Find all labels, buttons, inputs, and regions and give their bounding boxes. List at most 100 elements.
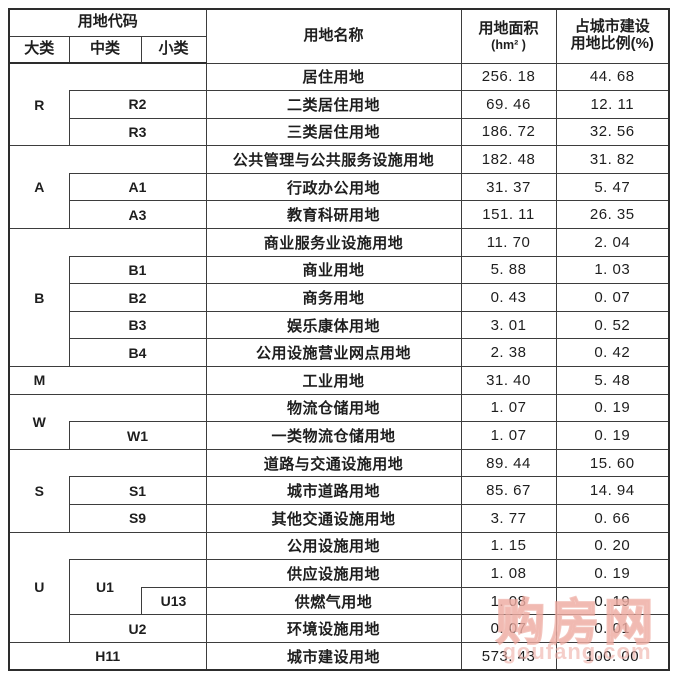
name-cell: 公用设施营业网点用地 [205, 338, 462, 368]
table-row: U2 环境设施用地 0. 07 0. 01 [9, 614, 670, 643]
code-cell: S9 [68, 504, 207, 533]
table-row: B 商业服务业设施用地 11. 70 2. 04 [8, 228, 670, 368]
major-class-cell: W [8, 393, 69, 450]
table-row: B1 商业用地 5. 88 1. 03 [9, 255, 670, 285]
table-row: B4 公用设施营业网点用地 2. 38 0. 42 [9, 338, 670, 368]
code-cell: R2 [68, 90, 207, 119]
name-cell: 行政办公用地 [205, 172, 462, 202]
table-row: R2 二类居住用地 69. 46 12. 11 [9, 90, 670, 119]
area-cell: 1. 15 [460, 531, 557, 561]
pct-cell: 0. 01 [555, 614, 670, 643]
area-cell: 186. 72 [460, 117, 557, 147]
area-cell: 0. 07 [460, 614, 557, 643]
area-cell: 89. 44 [460, 448, 557, 478]
name-cell: 供应设施用地 [205, 559, 462, 588]
pct-cell: 2. 04 [555, 228, 670, 257]
name-cell: 城市建设用地 [205, 641, 462, 671]
table-row: A 公共管理与公共服务设施用地 182. 48 31. 82 [8, 145, 670, 230]
name-cell: 居住用地 [205, 62, 462, 92]
header-area: 用地面积 (hm² ) [460, 8, 557, 64]
area-cell: 1. 08 [460, 586, 557, 616]
header-minor-class: 小类 [140, 35, 207, 64]
code-cell-empty [69, 393, 207, 423]
area-cell: 69. 46 [460, 90, 557, 119]
name-cell: 娱乐康体用地 [205, 310, 462, 340]
name-cell: 公用设施用地 [205, 531, 462, 561]
pct-cell: 15. 60 [555, 448, 670, 478]
pct-cell: 32. 56 [555, 117, 670, 147]
area-cell: 3. 01 [460, 310, 557, 340]
area-cell: 1. 07 [460, 421, 557, 450]
major-class-cell: S [8, 448, 69, 533]
code-cell: U1 [68, 559, 141, 616]
pct-cell: 0. 52 [555, 310, 670, 340]
code-cell: S1 [68, 476, 207, 505]
header-code-group: 用地代码 [8, 8, 207, 37]
area-cell: 85. 67 [460, 476, 557, 505]
major-class-cell: U [8, 531, 69, 643]
table-row: R3 三类居住用地 186. 72 32. 56 [9, 117, 670, 147]
area-cell: 31. 37 [460, 172, 557, 202]
pct-cell: 5. 47 [555, 172, 670, 202]
major-class-cell: R [8, 62, 69, 147]
header-area-unit: (hm² ) [491, 37, 526, 52]
header-name: 用地名称 [205, 8, 462, 64]
code-cell-empty [69, 531, 207, 561]
pct-cell: 100. 00 [555, 641, 670, 671]
area-cell: 31. 40 [460, 366, 557, 395]
pct-cell: 5. 48 [555, 366, 670, 395]
code-cell: U2 [68, 614, 207, 643]
code-cell-empty [69, 448, 207, 478]
table-row: B2 商务用地 0. 43 0. 07 [9, 283, 670, 312]
area-cell: 3. 77 [460, 504, 557, 533]
table-row: B3 娱乐康体用地 3. 01 0. 52 [9, 310, 670, 340]
code-cell: A3 [68, 200, 207, 230]
header-mid-class: 中类 [68, 35, 142, 64]
name-cell: 二类居住用地 [205, 90, 462, 119]
area-cell: 0. 43 [460, 283, 557, 312]
header-row-2: 大类 中类 小类 [8, 35, 669, 64]
area-cell: 256. 18 [460, 62, 557, 92]
name-cell: 三类居住用地 [205, 117, 462, 147]
code-cell: A1 [68, 172, 207, 202]
pct-cell: 12. 11 [555, 90, 670, 119]
area-cell: 1. 08 [460, 559, 557, 588]
name-cell: 公共管理与公共服务设施用地 [205, 145, 462, 174]
area-cell: 1. 07 [460, 393, 557, 423]
area-cell: 573. 43 [460, 641, 557, 671]
pct-cell: 14. 94 [555, 476, 670, 505]
header-area-line1: 用地面积 [478, 19, 539, 37]
code-cell-empty [69, 145, 207, 174]
name-cell: 商业服务业设施用地 [205, 228, 462, 257]
header-row-1: 用地代码 用地名称 用地面积 (hm² ) 占城市建设 用地比例(%) [8, 8, 670, 64]
name-cell: 道路与交通设施用地 [205, 448, 462, 478]
code-cell: W1 [68, 421, 207, 450]
major-class-cell: M [8, 366, 69, 395]
pct-cell: 0. 19 [555, 393, 670, 423]
code-cell: H11 [8, 641, 207, 671]
header-pct-line1: 占城市建设 [574, 18, 650, 36]
land-use-table: 用地代码 用地名称 用地面积 (hm² ) 占城市建设 用地比例(%) 大类 中… [8, 8, 671, 672]
pct-cell: 0. 07 [555, 283, 670, 312]
table-row: S1 城市道路用地 85. 67 14. 94 [9, 476, 670, 505]
table-row: W 物流仓储用地 1. 07 0. 19 [8, 393, 670, 450]
pct-cell: 0. 19 [555, 559, 670, 588]
pct-cell: 0. 66 [555, 504, 670, 533]
code-cell: R3 [68, 117, 207, 147]
name-cell: 其他交通设施用地 [205, 504, 462, 533]
table-row: H11 城市建设用地 573. 43 100. 00 [8, 641, 670, 671]
table-row: A1 行政办公用地 31. 37 5. 47 [9, 172, 670, 202]
name-cell: 供燃气用地 [205, 586, 462, 616]
table-row: S9 其他交通设施用地 3. 77 0. 66 [9, 504, 670, 533]
header-major-class: 大类 [8, 35, 70, 64]
area-cell: 151. 11 [460, 200, 557, 230]
table-row: S 道路与交通设施用地 89. 44 15. 60 [8, 448, 670, 533]
code-cell-empty [69, 228, 207, 257]
area-cell: 182. 48 [460, 145, 557, 174]
table-row: U13 供燃气用地 1. 08 0. 19 [9, 586, 670, 616]
name-cell: 教育科研用地 [205, 200, 462, 230]
area-cell: 5. 88 [460, 255, 557, 285]
name-cell: 工业用地 [205, 366, 462, 395]
area-cell: 11. 70 [460, 228, 557, 257]
